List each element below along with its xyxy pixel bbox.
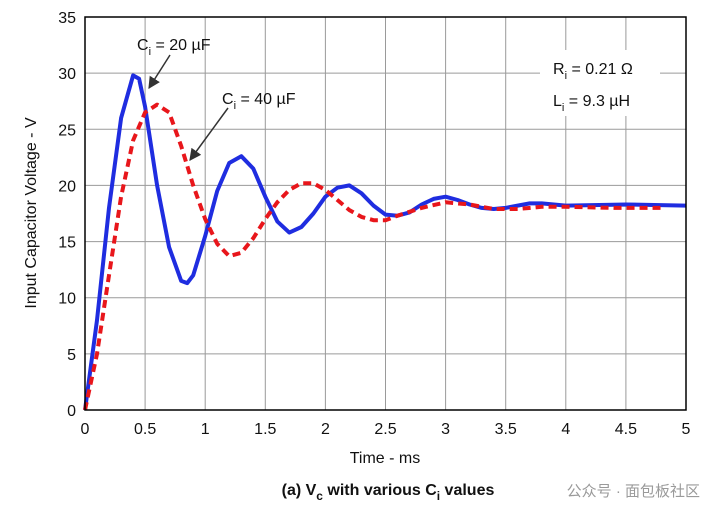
x-tick-label: 4.5 bbox=[615, 421, 637, 438]
caption-part: c bbox=[316, 489, 323, 503]
annotation-part: = 9.3 µH bbox=[564, 93, 630, 110]
y-tick-label: 10 bbox=[58, 291, 76, 308]
annotation-part: i bbox=[149, 46, 151, 58]
x-tick-label: 5 bbox=[682, 421, 691, 438]
lines bbox=[83, 73, 687, 411]
annotation-part: C bbox=[137, 37, 149, 54]
y-tick-label: 0 bbox=[67, 403, 76, 420]
annotation-part: i bbox=[565, 70, 567, 82]
x-tick-label: 0 bbox=[81, 421, 90, 438]
annotation-part: i bbox=[234, 100, 236, 112]
x-tick-label: 1 bbox=[201, 421, 210, 438]
label-box bbox=[540, 50, 660, 116]
arrow bbox=[148, 54, 171, 90]
plot-frame bbox=[84, 16, 687, 411]
annotation-part: L bbox=[553, 93, 562, 110]
x-tick-label: 2 bbox=[321, 421, 330, 438]
x-tick-label: 3 bbox=[441, 421, 450, 438]
annotation-part: = 20 µF bbox=[151, 37, 211, 54]
caption-part: with various C bbox=[323, 482, 437, 499]
y-tick-label: 30 bbox=[58, 66, 76, 83]
y-tick-label: 35 bbox=[58, 10, 76, 27]
y-tick-label: 15 bbox=[58, 235, 76, 252]
x-tick-label: 3.5 bbox=[495, 421, 517, 438]
x-tick-label: 1.5 bbox=[254, 421, 276, 438]
y-axis-label: Input Capacitor Voltage - V bbox=[23, 117, 40, 309]
y-tick-label: 5 bbox=[67, 347, 76, 364]
annotation-part: R bbox=[553, 61, 565, 78]
annotation: Ri = 0.21 Ω bbox=[553, 61, 633, 82]
x-tick-label: 2.5 bbox=[374, 421, 396, 438]
annotation-part: i bbox=[562, 102, 564, 114]
x-tick-label: 0.5 bbox=[134, 421, 156, 438]
annotation: Ci = 40 µF bbox=[222, 91, 296, 112]
annotation: Li = 9.3 µH bbox=[553, 93, 630, 114]
annotation-part: C bbox=[222, 91, 234, 108]
annotation-part: = 0.21 Ω bbox=[567, 61, 633, 78]
series-line bbox=[83, 102, 662, 411]
caption-part: i bbox=[437, 489, 440, 503]
x-axis-label: Time - ms bbox=[350, 450, 421, 467]
annotation: Ci = 20 µF bbox=[137, 37, 211, 58]
annotation-part: = 40 µF bbox=[236, 91, 296, 108]
caption-part: values bbox=[440, 482, 494, 499]
x-tick-label: 4 bbox=[561, 421, 570, 438]
caption: (a) Vc with various Ci values bbox=[282, 482, 495, 503]
caption-part: (a) V bbox=[282, 482, 317, 499]
watermark: 公众号 · 面包板社区 bbox=[567, 482, 700, 500]
y-tick-label: 25 bbox=[58, 122, 76, 139]
y-tick-label: 20 bbox=[58, 178, 76, 195]
arrow bbox=[189, 107, 229, 161]
